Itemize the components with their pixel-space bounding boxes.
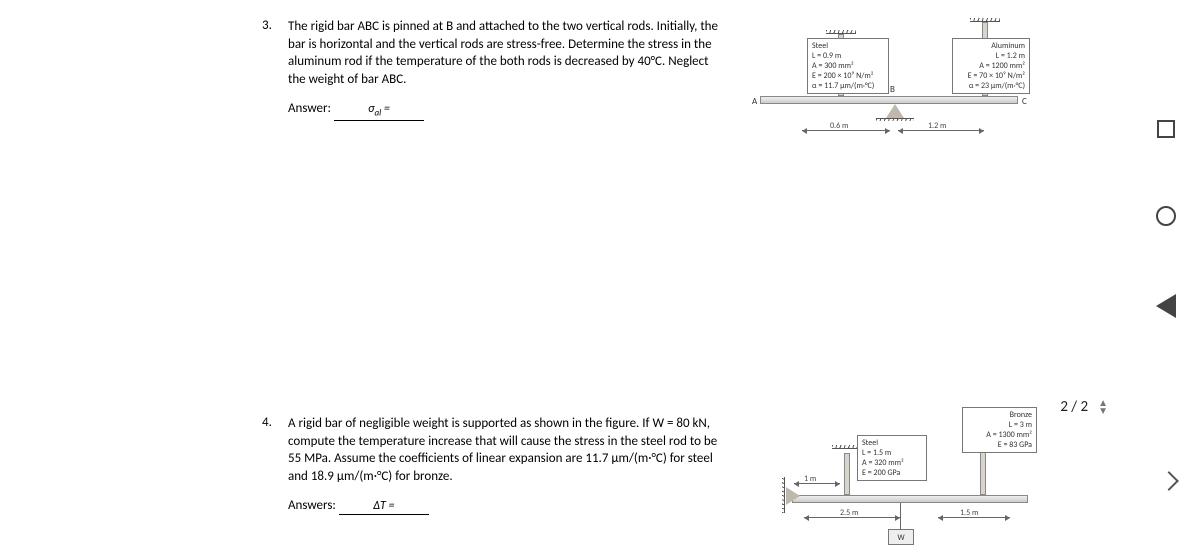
pivot [886,104,904,118]
label-A: A [752,96,757,107]
label-B: B [890,84,895,95]
answer-label: Answer: [288,101,331,116]
spec-title: Steel [862,438,922,448]
rigid-bar [792,495,1028,503]
answer-label: Answers: [288,498,336,513]
problem-number: 4. [262,415,288,430]
problem-text-column: A rigid bar of negligible weight is supp… [288,415,728,515]
rigid-bar [760,96,1018,104]
spinner-down-icon[interactable]: ▼ [1098,407,1108,415]
pivot [786,487,800,505]
label-C: C [1022,96,1027,107]
pivot-base [876,118,914,121]
dim-2.5m: 2.5 m [840,508,858,518]
home-icon[interactable] [1156,206,1176,226]
spec-line: L = 1.5 m [862,448,922,458]
spec-line: E = 200 × 10⁹ N/m² [812,71,884,81]
dim-line [794,483,840,484]
spec-line: A = 1300 mm² [967,430,1032,440]
dim-0.6m: 0.6 m [830,121,848,131]
dim-1.2m: 1.2 m [928,121,946,131]
document-page: 3. The rigid bar ABC is pinned at B and … [240,0,1060,554]
next-page-icon[interactable] [1158,470,1182,494]
spec-line: E = 70 × 10⁹ N/m² [957,71,1025,81]
back-icon[interactable] [1156,294,1176,318]
problem-4-text: A rigid bar of negligible weight is supp… [288,415,728,485]
weight-string [900,503,901,529]
problem-text-column: The rigid bar ABC is pinned at B and att… [288,18,728,121]
spec-line: α = 11.7 μm/(m·°C) [812,81,884,91]
answer-line: Answer: σal = [288,100,728,121]
spec-line: L = 1.2 m [957,51,1025,61]
answer-line: Answers: ΔT = [288,497,728,515]
spec-title: Bronze [967,410,1032,420]
answer-variable: σal = [368,102,390,116]
spec-line: A = 320 mm² [862,458,922,468]
spec-line: α = 23 μm/(m·°C) [957,81,1025,91]
steel-rod [844,453,850,495]
dim-1m: 1 m [804,474,816,484]
dim-1.5m: 1.5 m [960,508,978,518]
android-nav-bar [1146,120,1186,318]
problem-3: 3. The rigid bar ABC is pinned at B and … [262,18,1022,121]
page-indicator-text: 2 / 2 [1060,398,1088,416]
page-spinner[interactable]: ▲ ▼ [1098,399,1108,415]
answer-variable: ΔT = [373,499,394,513]
spec-line: A = 1200 mm² [957,61,1025,71]
spec-line: L = 0.9 m [812,51,884,61]
page-indicator: 2 / 2 ▲ ▼ [1060,398,1108,416]
figure-3: Steel L = 0.9 m A = 300 mm² E = 200 × 10… [752,18,1032,148]
steel-spec-box: Steel L = 0.9 m A = 300 mm² E = 200 × 10… [807,38,889,94]
spec-title: Aluminum [957,41,1025,51]
problem-number: 3. [262,18,288,33]
recent-apps-icon[interactable] [1157,120,1175,138]
figure-4: W Steel L = 1.5 m A = 320 mm² E = 200 GP… [782,415,1042,555]
problem-3-text: The rigid bar ABC is pinned at B and att… [288,18,728,88]
weight-box: W [888,529,914,545]
spec-line: L = 3 m [967,420,1032,430]
spec-line: E = 83 GPa [967,440,1032,450]
bronze-spec-box: Bronze L = 3 m A = 1300 mm² E = 83 GPa [962,407,1037,453]
spec-line: E = 200 GPa [862,468,922,478]
pivot-base [782,477,785,513]
spec-title: Steel [812,41,884,51]
problem-4: 4. A rigid bar of negligible weight is s… [262,415,1022,515]
answer-blank: σal = [334,101,424,121]
answer-blank: ΔT = [339,498,429,515]
steel-spec-box: Steel L = 1.5 m A = 320 mm² E = 200 GPa [857,435,927,481]
aluminum-spec-box: Aluminum L = 1.2 m A = 1200 mm² E = 70 ×… [952,38,1030,94]
spec-line: A = 300 mm² [812,61,884,71]
